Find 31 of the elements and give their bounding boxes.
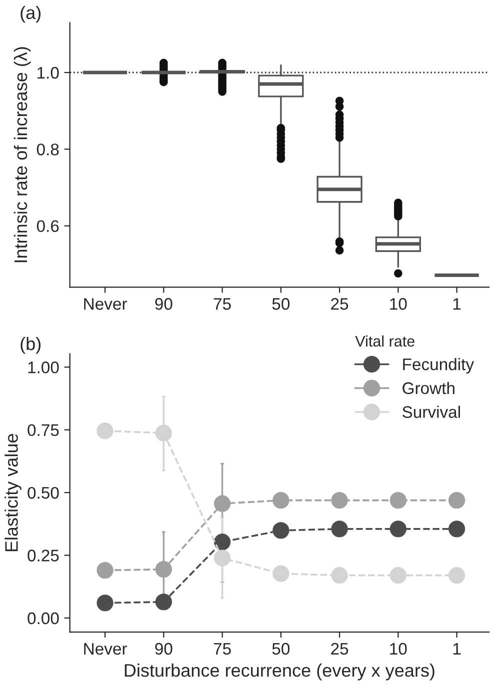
x-tick-label: 10 (390, 642, 407, 655)
y-tick-label: 0.75 (28, 424, 59, 436)
y-tick-label: 1.00 (28, 362, 59, 374)
x-tick-label: Never (84, 298, 127, 310)
x-tick-label: 1 (453, 298, 461, 310)
x-tick-label: 90 (155, 642, 172, 655)
x-tick-label: 50 (272, 298, 290, 310)
legend-label: Growth (402, 382, 454, 394)
x-tick-label: 25 (331, 642, 348, 655)
x-tick-label: 1 (453, 643, 461, 655)
y-tick-label: 0.6 (36, 220, 59, 232)
chart-title: (a) (20, 6, 41, 23)
x-tick-label: 90 (155, 298, 172, 310)
x-tick-label: 75 (214, 643, 231, 655)
x-tick-label: 10 (390, 298, 407, 310)
chart-title: (b) (20, 336, 41, 354)
y-tick-label: 0.50 (28, 486, 59, 499)
x-tick-label: 50 (272, 642, 290, 655)
legend-label: Survival (402, 406, 460, 418)
x-tick-label: 25 (331, 298, 348, 310)
x-tick-label: 75 (214, 298, 231, 310)
y-tick-label: 0.8 (36, 144, 59, 156)
legend-label: Fecundity (403, 358, 474, 374)
y-tick-label: 1.0 (38, 66, 59, 79)
x-axis-title: Disturbance recurrence (every x years) (124, 664, 434, 680)
y-tick-label: 0.00 (28, 612, 59, 624)
legend-title: Vital rate (355, 335, 414, 347)
y-tick-label: 0.25 (28, 550, 59, 562)
x-tick-label: Never (84, 643, 127, 655)
y-axis-title: Elasticity value (4, 434, 22, 552)
y-axis-title: Intrinsic rate of increase (λ) (14, 47, 31, 262)
